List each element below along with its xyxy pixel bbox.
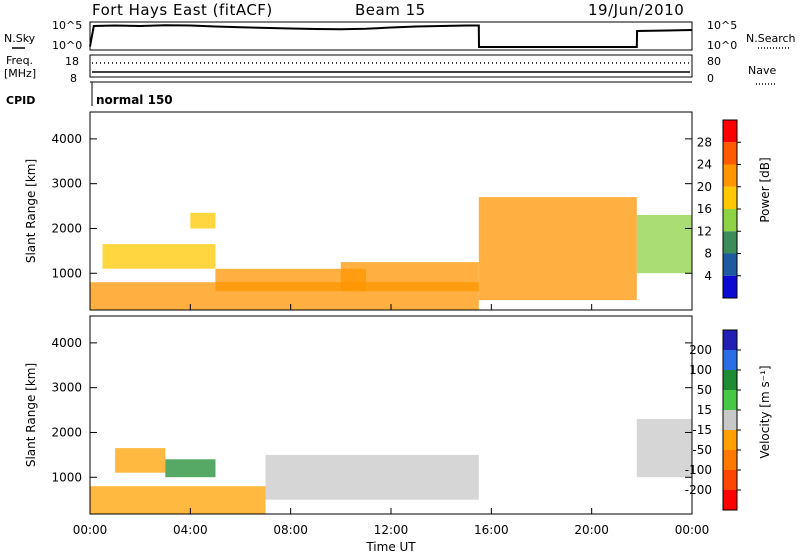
colorbar-tick-label: 200 [689, 343, 712, 357]
colorbar-tick-label: 20 [697, 180, 712, 194]
y-tick-label: 4000 [51, 132, 82, 146]
velocity-heatmap [90, 419, 692, 514]
velocity-ylabel: Slant Range [km] [24, 363, 38, 467]
colorbar-tick-label: 12 [697, 224, 712, 238]
noise-tick-bottom-right: 10^0 [707, 39, 737, 52]
freq-tick-bottom: 8 [70, 72, 77, 85]
cpid-value: normal 150 [96, 93, 173, 107]
colorbar-tick-label: 100 [689, 363, 712, 377]
y-tick-label: 2000 [51, 425, 82, 439]
colorbar-segment [723, 390, 737, 410]
heatmap-region [265, 454, 479, 500]
noise-frame [89, 21, 693, 51]
time-axis-label: Time UT [365, 540, 416, 554]
beam-title: Beam 15 [355, 1, 426, 19]
x-tick-label: 00:00 [675, 523, 710, 537]
x-tick-label: 16:00 [474, 523, 509, 537]
colorbar-frame [722, 329, 738, 511]
colorbar-segment [723, 253, 737, 276]
colorbar-segment [723, 120, 737, 143]
colorbar-segment [723, 430, 737, 450]
colorbar-segment [723, 275, 737, 299]
x-tick-label: 00:00 [73, 523, 108, 537]
freq-strip: Freq. [MHz] 18 8 80 0 Nave [4, 54, 776, 85]
noise-tick-bottom-left: 10^0 [52, 39, 82, 52]
colorbar-segment [723, 186, 737, 210]
colorbar-tick-label: 8 [704, 247, 712, 261]
time-axis: 00:00 04:00 08:00 12:00 16:00 20:00 00:00 [73, 304, 710, 537]
heatmap-region [115, 448, 166, 473]
x-tick-label: 04:00 [173, 523, 208, 537]
y-tick-label: 3000 [51, 381, 82, 395]
y-tick-label: 1000 [51, 266, 82, 280]
colorbar-segment [723, 231, 737, 254]
power-heatmap [90, 197, 692, 310]
colorbar-segment [723, 142, 737, 165]
colorbar-tick-label: -15 [692, 423, 712, 437]
nave-tick-top: 80 [707, 55, 721, 68]
colorbar-tick-label: 15 [697, 403, 712, 417]
nsky-series-line [89, 24, 693, 48]
nsearch-label: N.Search [746, 32, 796, 45]
colorbar-segment [723, 209, 737, 232]
colorbar-tick-label: 28 [697, 135, 712, 149]
cpid-label: CPID [6, 94, 35, 107]
y-tick-label: 3000 [51, 177, 82, 191]
heatmap-region [165, 459, 216, 478]
cpid-strip: CPID normal 150 [6, 81, 692, 107]
station-title: Fort Hays East (fitACF) [92, 1, 273, 19]
date-title: 19/Jun/2010 [588, 1, 684, 19]
freq-tick-top: 18 [65, 55, 79, 68]
heatmap-region [636, 215, 692, 274]
heatmap-region [636, 419, 692, 478]
colorbar-tick-label: 50 [697, 383, 712, 397]
heatmap-region [478, 197, 637, 301]
colorbar-tick-label: 4 [704, 269, 712, 283]
colorbar-tick-label: -100 [685, 463, 712, 477]
freq-frame [89, 54, 693, 78]
heatmap-region [340, 262, 479, 292]
heatmap-region [102, 244, 216, 269]
freq-unit-label: [MHz] [4, 67, 36, 80]
colorbar-segment [723, 470, 737, 490]
colorbar-tick-label: 16 [697, 202, 712, 216]
x-tick-label: 08:00 [273, 523, 308, 537]
y-tick-label: 4000 [51, 336, 82, 350]
nave-label: Nave [748, 64, 776, 77]
heatmap-region [90, 486, 266, 514]
colorbar-tick-label: -200 [685, 483, 712, 497]
noise-tick-top-left: 10^5 [52, 19, 82, 32]
colorbar-segment [723, 490, 737, 510]
colorbar-tick-label: -50 [692, 443, 712, 457]
colorbar-segment [723, 410, 737, 430]
power-colorbar: 28 24 20 16 12 8 4 [697, 119, 741, 299]
power-cbar-label: Power [dB] [758, 157, 772, 222]
x-tick-label: 12:00 [374, 523, 409, 537]
nsky-label: N.Sky [4, 32, 36, 45]
colorbar-segment [723, 350, 737, 370]
colorbar-segment [723, 450, 737, 470]
power-ylabel: Slant Range [km] [24, 159, 38, 263]
power-panel: 1000 2000 3000 4000 Slant Range [km] 28 24 20… [24, 111, 772, 311]
velocity-cbar-label: Velocity [m s⁻¹] [758, 365, 772, 458]
heatmap-region [215, 268, 366, 292]
noise-tick-top-right: 10^5 [707, 19, 737, 32]
heatmap-region [190, 212, 216, 229]
y-tick-label: 2000 [51, 221, 82, 235]
colorbar-segment [723, 164, 737, 187]
freq-label: Freq. [6, 54, 33, 67]
y-tick-label: 1000 [51, 470, 82, 484]
colorbar-tick-label: 24 [697, 158, 712, 172]
colorbar-segment [723, 370, 737, 390]
noise-strip: N.Sky 10^5 10^0 10^5 10^0 N.Search [4, 19, 796, 52]
velocity-y-axis: 1000 2000 3000 4000 [51, 336, 692, 484]
velocity-colorbar: 200 100 50 15 -15 -50 -100 -200 [685, 329, 741, 511]
x-tick-label: 20:00 [574, 523, 609, 537]
colorbar-segment [723, 330, 737, 350]
power-y-axis: 1000 2000 3000 4000 [51, 132, 692, 280]
nave-tick-bottom: 0 [707, 72, 714, 85]
